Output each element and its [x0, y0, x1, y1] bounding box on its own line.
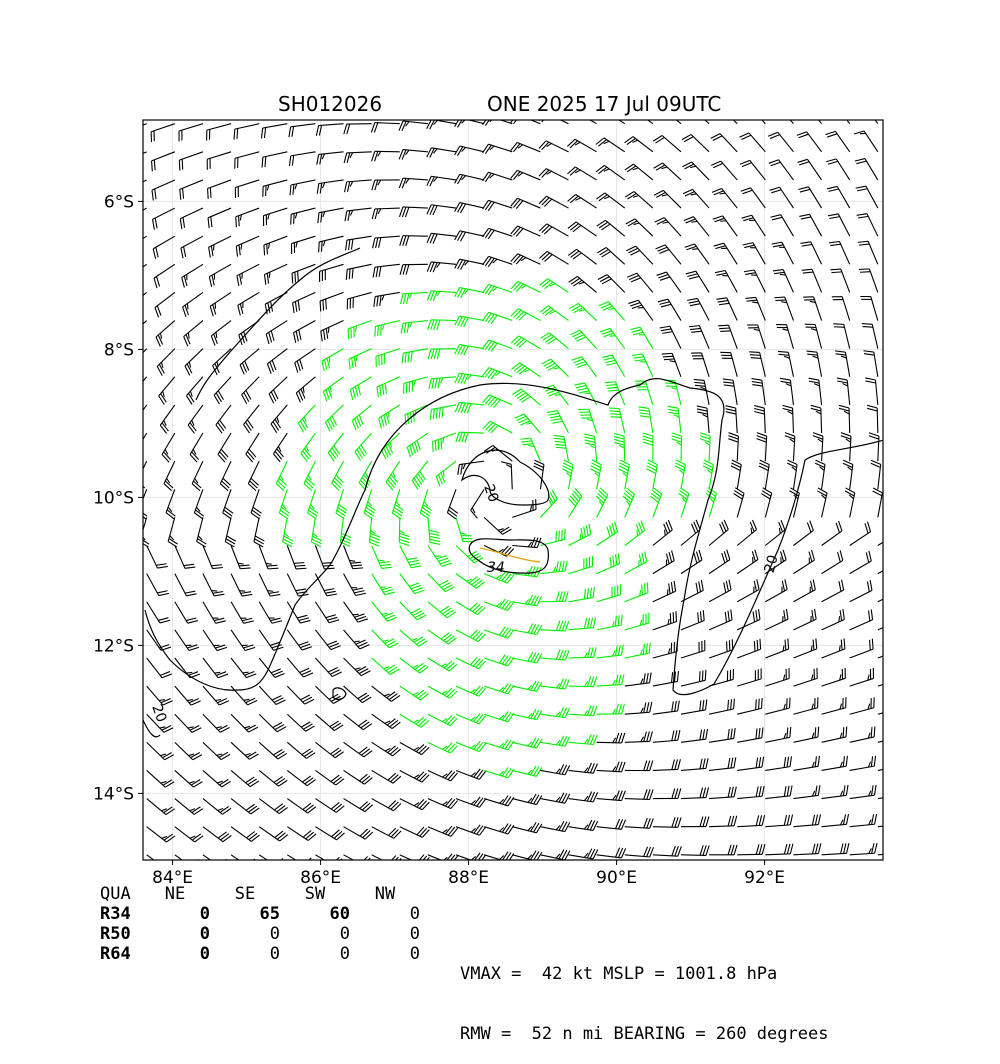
row-label: R64 — [100, 944, 140, 964]
radius-value: 0 — [350, 924, 420, 944]
radius-value: 0 — [350, 904, 420, 924]
x-tick-label: 90°E — [596, 868, 637, 888]
rmw-bearing-line: RMW = 52 n mi BEARING = 260 degrees — [460, 1024, 828, 1044]
row-label: R50 — [100, 924, 140, 944]
radius-value: 0 — [280, 924, 350, 944]
radius-value: 0 — [140, 944, 210, 964]
row-label: R34 — [100, 904, 140, 924]
header-cell: SE — [210, 884, 280, 904]
radius-value: 0 — [280, 944, 350, 964]
y-tick-label: 6°S — [104, 192, 134, 212]
radius-value: 0 — [210, 924, 280, 944]
wind-radii-header-row: QUA NE SE SW NW — [100, 884, 420, 904]
radius-value: 0 — [140, 904, 210, 924]
y-tick-label: 12°S — [93, 636, 134, 656]
radius-value: 0 — [140, 924, 210, 944]
wind-radii-table: QUA NE SE SW NW R34 0 65 60 0 R50 0 0 0 … — [100, 884, 420, 964]
radius-value: 0 — [350, 944, 420, 964]
wind-radii-row: R50 0 0 0 0 — [100, 924, 420, 944]
wind-radii-row: R34 0 65 60 0 — [100, 904, 420, 924]
radius-value: 60 — [280, 904, 350, 924]
vmax-mslp-line: VMAX = 42 kt MSLP = 1001.8 hPa — [460, 964, 828, 984]
y-tick-label: 14°S — [93, 784, 134, 804]
header-cell: NE — [140, 884, 210, 904]
contour-label: 34 — [487, 560, 505, 576]
header-cell: SW — [280, 884, 350, 904]
radius-value: 0 — [210, 944, 280, 964]
storm-stats: VMAX = 42 kt MSLP = 1001.8 hPa RMW = 52 … — [460, 924, 828, 1064]
x-tick-label: 88°E — [448, 868, 489, 888]
x-tick-label: 92°E — [744, 868, 785, 888]
y-tick-label: 8°S — [104, 340, 134, 360]
header-cell: NW — [350, 884, 420, 904]
wind-radii-row: R64 0 0 0 0 — [100, 944, 420, 964]
y-tick-label: 10°S — [93, 488, 134, 508]
header-cell: QUA — [100, 884, 140, 904]
radius-value: 65 — [210, 904, 280, 924]
